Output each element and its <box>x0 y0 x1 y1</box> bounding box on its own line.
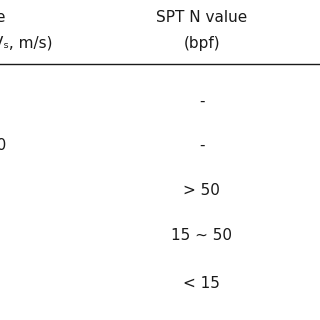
Text: -: - <box>199 93 204 108</box>
Text: -: - <box>199 138 204 153</box>
Text: > 50: > 50 <box>183 183 220 198</box>
Text: < 15: < 15 <box>183 276 220 291</box>
Text: ve: ve <box>0 10 6 25</box>
Text: (Vₛ, m/s): (Vₛ, m/s) <box>0 36 53 51</box>
Text: SPT N value: SPT N value <box>156 10 247 25</box>
Text: 15 ~ 50: 15 ~ 50 <box>171 228 232 243</box>
Text: (bpf): (bpf) <box>183 36 220 51</box>
Text: 00: 00 <box>0 138 6 153</box>
